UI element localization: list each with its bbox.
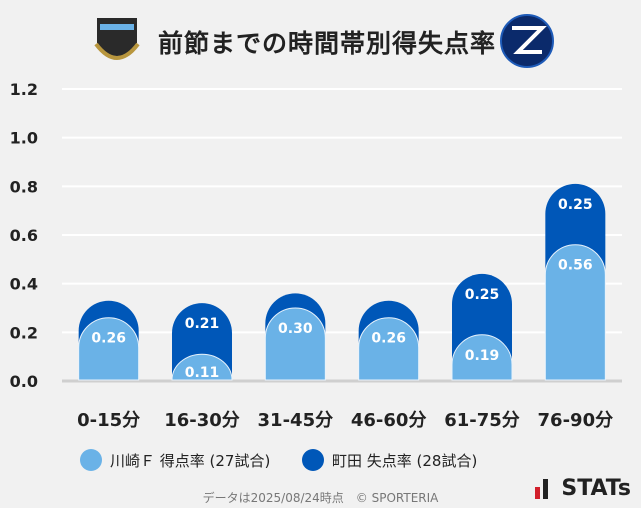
x-tick-label: 0-15分	[77, 410, 140, 431]
stats-bars-icon	[535, 478, 549, 499]
bar-home	[264, 307, 326, 381]
away-logo-z	[512, 26, 547, 54]
bar-home	[358, 317, 420, 381]
y-tick-label: 1.0	[10, 129, 38, 148]
legend-item-away: 町田 失点率 (28試合)	[302, 449, 477, 471]
footer-credit: データは2025/08/24時点 © SPORTERIA	[202, 491, 439, 505]
data-label-home: 0.26	[91, 331, 126, 347]
home-logo-band	[100, 24, 134, 30]
x-tick-label: 46-60分	[351, 410, 427, 431]
x-tick-label: 76-90分	[538, 410, 614, 431]
bar-home	[171, 353, 233, 381]
y-tick-label: 0.2	[10, 323, 38, 342]
y-tick-label: 0.4	[10, 275, 38, 294]
x-tick-label: 31-45分	[258, 410, 334, 431]
home-logo-laurel	[94, 42, 140, 60]
data-label-home: 0.56	[558, 258, 593, 274]
bar-home	[544, 244, 606, 381]
legend-label-home: 川崎Ｆ 得点率 (27試合)	[110, 451, 271, 470]
data-label-home: 0.11	[185, 365, 220, 381]
y-tick-label: 0.0	[10, 372, 38, 391]
legend-item-home: 川崎Ｆ 得点率 (27試合)	[80, 449, 270, 471]
x-tick-label: 16-30分	[164, 410, 240, 431]
bar-home	[451, 334, 513, 381]
bar-home	[78, 317, 140, 381]
legend-swatch-away	[302, 449, 324, 471]
y-tick-label: 0.6	[10, 226, 38, 245]
stats-brand: STATs	[561, 476, 631, 501]
y-tick-label: 1.2	[10, 80, 38, 99]
data-label-home: 0.26	[371, 331, 406, 347]
legend-swatch-home	[80, 449, 102, 471]
data-label-away: 0.25	[558, 197, 593, 213]
data-label-away: 0.21	[185, 316, 220, 332]
chart-title: 前節までの時間帯別得失点率	[158, 29, 497, 58]
data-label-home: 0.30	[278, 321, 313, 337]
legend-label-away: 町田 失点率 (28試合)	[332, 451, 478, 470]
x-tick-label: 61-75分	[444, 410, 520, 431]
stats-logo: STATs	[535, 476, 631, 501]
data-label-away: 0.25	[465, 287, 500, 303]
data-label-home: 0.19	[465, 348, 500, 364]
y-tick-label: 0.8	[10, 177, 38, 196]
